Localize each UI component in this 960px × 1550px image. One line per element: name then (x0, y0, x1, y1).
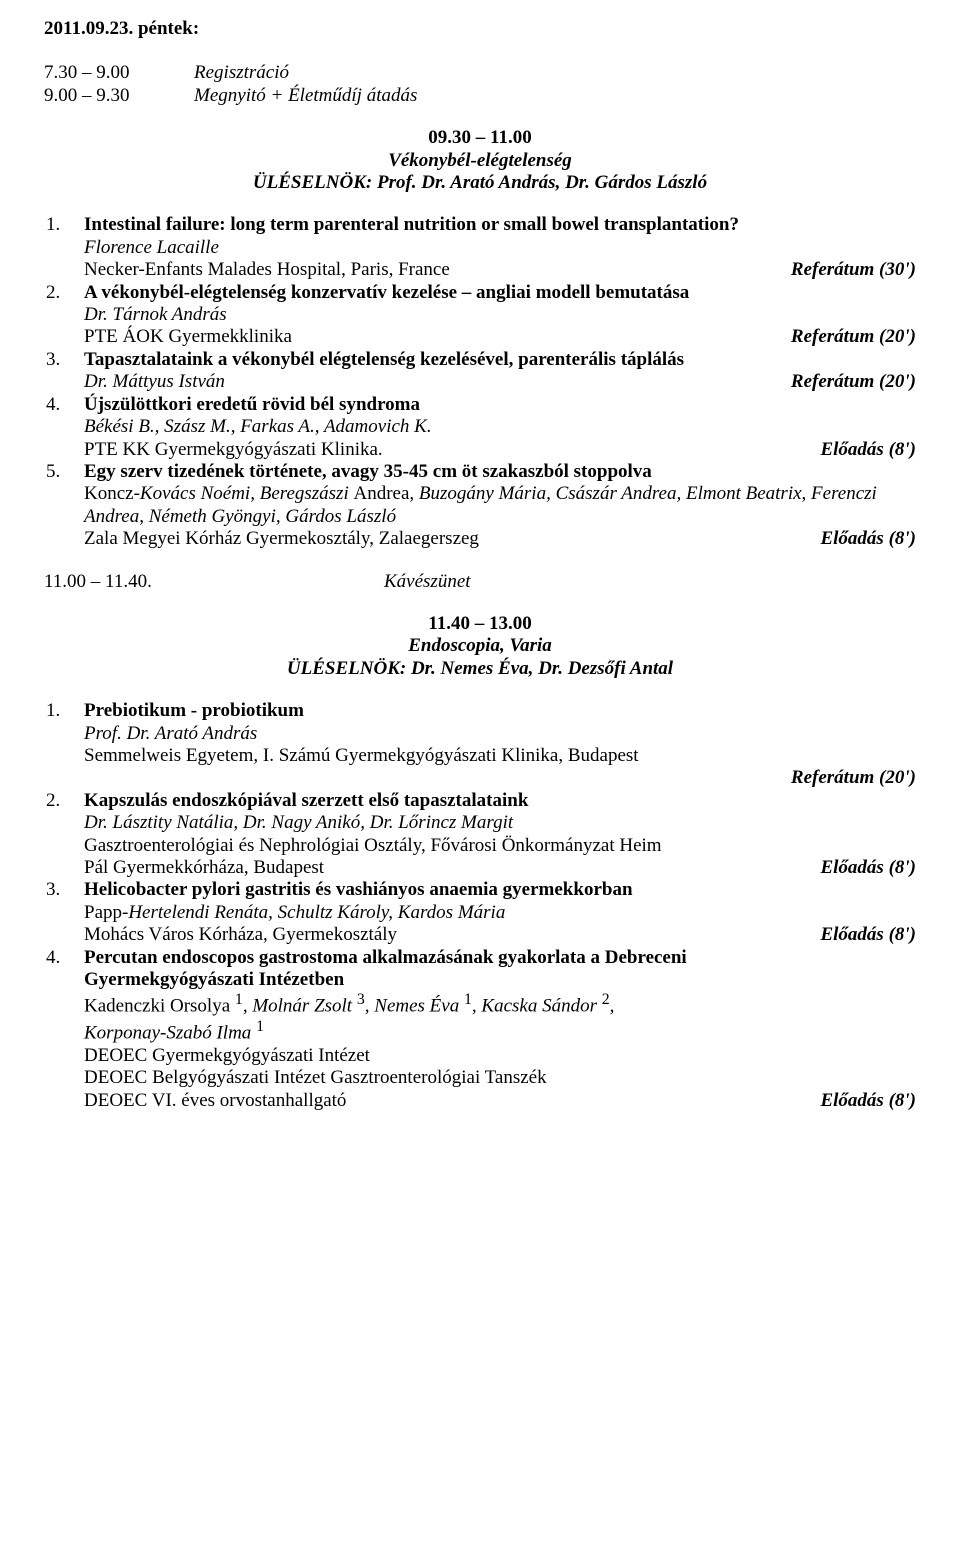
item-body: Helicobacter pylori gastritis és vashián… (84, 879, 916, 946)
item-tag: Előadás (8') (808, 857, 916, 879)
list-item: 1. Intestinal failure: long term parente… (44, 214, 916, 281)
item-body: Percutan endoscopos gastrostoma alkalmaz… (84, 947, 916, 1113)
session1-list: 1. Intestinal failure: long term parente… (44, 214, 916, 550)
item-body: Kapszulás endoszkópiával szerzett első t… (84, 790, 916, 880)
item-number: 4. (44, 394, 84, 461)
item-number: 1. (44, 214, 84, 281)
item-title: Tapasztalataink a vékonybél elégtelenség… (84, 349, 916, 371)
item-tag: Referátum (20') (779, 326, 916, 348)
item-affiliation: Necker-Enfants Malades Hospital, Paris, … (84, 259, 450, 281)
item-authors: Dr. Tárnok András (84, 304, 916, 326)
item-affiliation: DEOEC Gyermekgyógyászati Intézet (84, 1045, 916, 1067)
item-affil-row: Necker-Enfants Malades Hospital, Paris, … (84, 259, 916, 281)
item-title-line2: Gyermekgyógyászati Intézetben (84, 969, 916, 991)
document-page: 2011.09.23. péntek: 7.30 – 9.00 Regisztr… (0, 0, 960, 1152)
item-authors-line2: Korponay-Szabó Ilma 1 (84, 1018, 916, 1045)
item-authors: Papp-Hertelendi Renáta, Schultz Károly, … (84, 902, 916, 924)
item-authors: Dr. Lásztity Natália, Dr. Nagy Anikó, Dr… (84, 812, 916, 834)
item-affil-row: Mohács Város Kórháza, Gyermekosztály Elő… (84, 924, 916, 946)
item-tag: Előadás (8') (808, 1090, 916, 1112)
list-item: 4. Újszülöttkori eredetű rövid bél syndr… (44, 394, 916, 461)
list-item: 2. A vékonybél-elégtelenség konzervatív … (44, 282, 916, 349)
schedule-time: 7.30 – 9.00 (44, 62, 194, 84)
item-tag: Referátum (30') (779, 259, 916, 281)
item-number: 3. (44, 349, 84, 394)
item-affil-row: DEOEC VI. éves orvostanhallgató Előadás … (84, 1090, 916, 1112)
item-number: 5. (44, 461, 84, 551)
item-number: 2. (44, 790, 84, 880)
item-affiliation: Pál Gyermekkórháza, Budapest (84, 857, 324, 879)
item-body: Intestinal failure: long term parenteral… (84, 214, 916, 281)
session1-header: 09.30 – 11.00 Vékonybél-elégtelenség ÜLÉ… (44, 127, 916, 194)
session2-list: 1. Prebiotikum - probiotikum Prof. Dr. A… (44, 700, 916, 1112)
list-item: 3. Helicobacter pylori gastritis és vash… (44, 879, 916, 946)
item-affiliation: DEOEC Belgyógyászati Intézet Gasztroente… (84, 1067, 916, 1089)
item-tag-row: Referátum (20') (84, 767, 916, 789)
list-item: 4. Percutan endoscopos gastrostoma alkal… (44, 947, 916, 1113)
session2-header: 11.40 – 13.00 Endoscopia, Varia ÜLÉSELNÖ… (44, 613, 916, 680)
item-body: Újszülöttkori eredetű rövid bél syndroma… (84, 394, 916, 461)
item-authors: Koncz-Kovács Noémi, Beregszászi Andrea, … (84, 483, 916, 528)
item-affil-row: PTE ÁOK Gyermekklinika Referátum (20') (84, 326, 916, 348)
item-body: A vékonybél-elégtelenség konzervatív kez… (84, 282, 916, 349)
item-number: 2. (44, 282, 84, 349)
item-affil-row: Pál Gyermekkórháza, Budapest Előadás (8'… (84, 857, 916, 879)
item-affiliation: DEOEC VI. éves orvostanhallgató (84, 1090, 346, 1112)
schedule-label: Regisztráció (194, 62, 289, 84)
item-authors: Prof. Dr. Arató András (84, 723, 916, 745)
session-title: Vékonybél-elégtelenség (44, 150, 916, 172)
item-title: Újszülöttkori eredetű rövid bél syndroma (84, 394, 916, 416)
list-item: 3. Tapasztalataink a vékonybél elégtelen… (44, 349, 916, 394)
break-row: 11.00 – 11.40. Kávészünet (44, 571, 916, 593)
item-body: Tapasztalataink a vékonybél elégtelenség… (84, 349, 916, 394)
schedule-label: Megnyitó + Életműdíj átadás (194, 85, 417, 107)
item-authors: Florence Lacaille (84, 237, 916, 259)
item-number: 4. (44, 947, 84, 1113)
item-title: Kapszulás endoszkópiával szerzett első t… (84, 790, 916, 812)
schedule-block: 7.30 – 9.00 Regisztráció 9.00 – 9.30 Meg… (44, 62, 916, 107)
item-affil-row: Dr. Máttyus István Referátum (20') (84, 371, 916, 393)
list-item: 1. Prebiotikum - probiotikum Prof. Dr. A… (44, 700, 916, 790)
item-affiliation: Gasztroenterológiai és Nephrológiai Oszt… (84, 835, 916, 857)
list-item: 2. Kapszulás endoszkópiával szerzett els… (44, 790, 916, 880)
item-number: 1. (44, 700, 84, 790)
item-title: A vékonybél-elégtelenség konzervatív kez… (84, 282, 916, 304)
schedule-row: 7.30 – 9.00 Regisztráció (44, 62, 916, 84)
item-affiliation: Semmelweis Egyetem, I. Számú Gyermekgyóg… (84, 745, 916, 767)
item-affiliation: Zala Megyei Kórház Gyermekosztály, Zalae… (84, 528, 479, 550)
item-authors: Kadenczki Orsolya 1, Molnár Zsolt 3, Nem… (84, 991, 916, 1018)
item-affil-row: PTE KK Gyermekgyógyászati Klinika. Előad… (84, 439, 916, 461)
item-number: 3. (44, 879, 84, 946)
item-tag: Előadás (8') (808, 439, 916, 461)
item-title-line1: Percutan endoscopos gastrostoma alkalmaz… (84, 947, 687, 968)
session-chair: ÜLÉSELNÖK: Prof. Dr. Arató András, Dr. G… (44, 172, 916, 194)
session-chair: ÜLÉSELNÖK: Dr. Nemes Éva, Dr. Dezsőfi An… (44, 658, 916, 680)
item-tag: Referátum (20') (779, 371, 916, 393)
item-authors: Békési B., Szász M., Farkas A., Adamovic… (84, 416, 916, 438)
item-title: Egy szerv tizedének története, avagy 35-… (84, 461, 916, 483)
item-title: Helicobacter pylori gastritis és vashián… (84, 879, 916, 901)
item-tag: Előadás (8') (808, 528, 916, 550)
break-time: 11.00 – 11.40. (44, 571, 384, 593)
item-affiliation: Mohács Város Kórháza, Gyermekosztály (84, 924, 397, 946)
item-tag: Előadás (8') (808, 924, 916, 946)
item-authors: Dr. Máttyus István (84, 371, 225, 393)
item-affiliation: PTE ÁOK Gyermekklinika (84, 326, 292, 348)
session-time: 11.40 – 13.00 (44, 613, 916, 635)
session-time: 09.30 – 11.00 (44, 127, 916, 149)
session-title: Endoscopia, Varia (44, 635, 916, 657)
break-label: Kávészünet (384, 571, 471, 593)
date-heading: 2011.09.23. péntek: (44, 18, 916, 40)
schedule-time: 9.00 – 9.30 (44, 85, 194, 107)
item-tag: Referátum (20') (779, 767, 916, 789)
item-affiliation: PTE KK Gyermekgyógyászati Klinika. (84, 439, 383, 461)
item-body: Prebiotikum - probiotikum Prof. Dr. Arat… (84, 700, 916, 790)
schedule-row: 9.00 – 9.30 Megnyitó + Életműdíj átadás (44, 85, 916, 107)
item-title: Intestinal failure: long term parenteral… (84, 214, 916, 236)
item-body: Egy szerv tizedének története, avagy 35-… (84, 461, 916, 551)
item-title: Prebiotikum - probiotikum (84, 700, 916, 722)
item-affil-row: Zala Megyei Kórház Gyermekosztály, Zalae… (84, 528, 916, 550)
list-item: 5. Egy szerv tizedének története, avagy … (44, 461, 916, 551)
